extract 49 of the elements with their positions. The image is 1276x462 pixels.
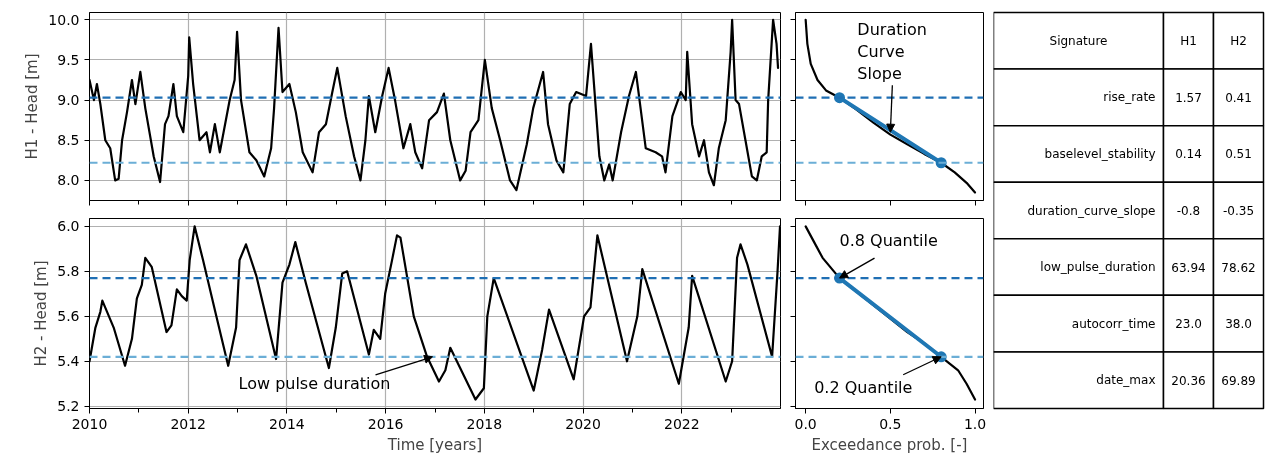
y-tick-label: 8.5 <box>57 132 80 149</box>
data-label: 20.36 <box>1171 373 1206 388</box>
x-axis-title: Time [years] <box>386 435 483 454</box>
category-label: duration_curve_slope <box>1027 203 1156 218</box>
data-label: 1.57 <box>1175 90 1202 105</box>
data-label: 78.62 <box>1221 260 1256 275</box>
series-label: H2 <box>1230 33 1247 48</box>
x-tick-label: 1.0 <box>963 415 987 432</box>
category-label: date_max <box>1096 373 1156 388</box>
x-tick-label: 2014 <box>269 415 305 432</box>
data-label: 69.89 <box>1221 373 1256 388</box>
y-tick-label: 6.0 <box>57 218 80 235</box>
y-tick-label: 5.8 <box>57 263 80 280</box>
x-axis-title: Exceedance prob. [-] <box>811 435 968 454</box>
category-label: autocorr_time <box>1071 316 1156 331</box>
data-label: 0.41 <box>1225 90 1252 105</box>
y-tick-label: 9.0 <box>57 92 80 109</box>
annotation: 0.2 Quantile <box>814 377 913 397</box>
y-axis-title: H2 - Head [m] <box>32 260 51 367</box>
text: Signature <box>1049 33 1108 48</box>
data-label: 23.0 <box>1175 317 1202 332</box>
y-tick-label: 5.6 <box>57 308 80 325</box>
y-tick-label: 9.5 <box>57 51 80 68</box>
annotation: Low pulse duration <box>238 373 391 393</box>
annotation: Duration Curve Slope <box>857 20 927 83</box>
y-tick-label: 5.4 <box>57 353 80 370</box>
y-tick-label: 5.2 <box>57 398 80 415</box>
data-label: 0.51 <box>1225 147 1252 162</box>
x-tick-label: 2022 <box>663 415 700 432</box>
x-tick-label: 2020 <box>565 415 601 432</box>
y-tick-label: 10.0 <box>48 11 80 28</box>
category-label: low_pulse_duration <box>1040 260 1156 275</box>
x-tick-label: 0.0 <box>794 415 817 432</box>
category-label: rise_rate <box>1103 90 1156 105</box>
data-label: 0.14 <box>1175 147 1202 162</box>
annotation: 0.8 Quantile <box>839 231 938 251</box>
data-label: 38.0 <box>1225 317 1252 332</box>
y-axis-title: H1 - Head [m] <box>23 53 42 160</box>
series-label: H1 <box>1180 33 1197 48</box>
x-tick-label: 2010 <box>71 415 108 432</box>
data-label: -0.8 <box>1176 204 1201 218</box>
data-label: -0.35 <box>1222 204 1255 218</box>
x-tick-label: 0.5 <box>879 415 902 432</box>
category-label: baselevel_stability <box>1044 146 1156 161</box>
y-tick-label: 8.0 <box>57 172 80 189</box>
x-tick-label: 2016 <box>367 415 404 432</box>
data-label: 63.94 <box>1171 260 1206 275</box>
x-tick-label: 2012 <box>170 415 207 432</box>
x-tick-label: 2018 <box>466 415 503 432</box>
